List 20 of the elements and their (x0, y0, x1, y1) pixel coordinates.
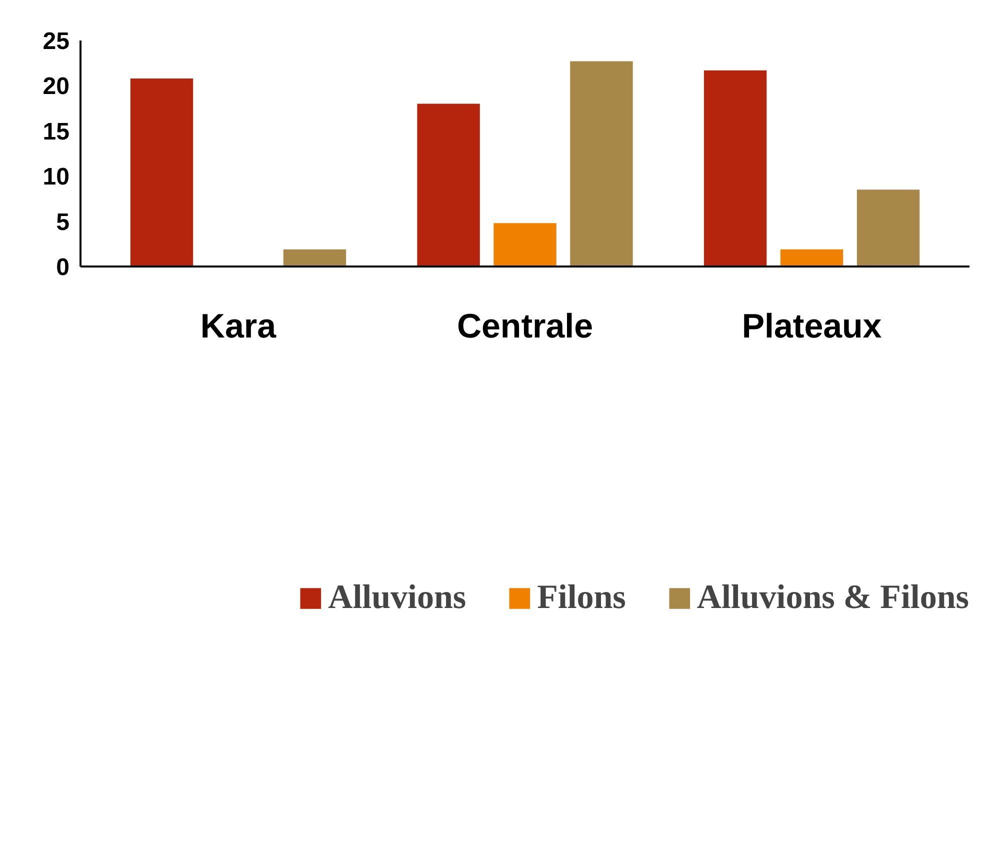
bar (856, 190, 920, 266)
y-tick-label: 20 (42, 73, 70, 100)
legend-label: Alluvions (328, 579, 466, 617)
x-tick-label: Kara (200, 308, 278, 346)
x-tick-label: Plateaux (742, 308, 882, 346)
x-tick-label: Centrale (456, 308, 594, 346)
bar (130, 78, 194, 266)
bar (570, 61, 633, 266)
bar (417, 104, 480, 266)
bar (780, 249, 844, 266)
bar (704, 70, 767, 266)
y-tick-label: 15 (42, 118, 70, 146)
legend-label: Filons (537, 579, 626, 617)
bar (494, 223, 556, 266)
legend-label: Alluvions & Filons (696, 579, 969, 617)
y-tick-label: 10 (42, 164, 70, 191)
y-tick-label: 25 (42, 28, 70, 55)
y-tick-label: 5 (56, 208, 70, 236)
y-tick-label: 0 (56, 254, 70, 281)
bar (283, 249, 346, 266)
